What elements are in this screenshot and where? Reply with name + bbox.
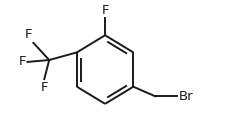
Text: F: F bbox=[25, 28, 32, 41]
Text: F: F bbox=[19, 55, 26, 68]
Text: F: F bbox=[101, 4, 109, 17]
Text: F: F bbox=[41, 80, 48, 93]
Text: Br: Br bbox=[179, 90, 193, 103]
